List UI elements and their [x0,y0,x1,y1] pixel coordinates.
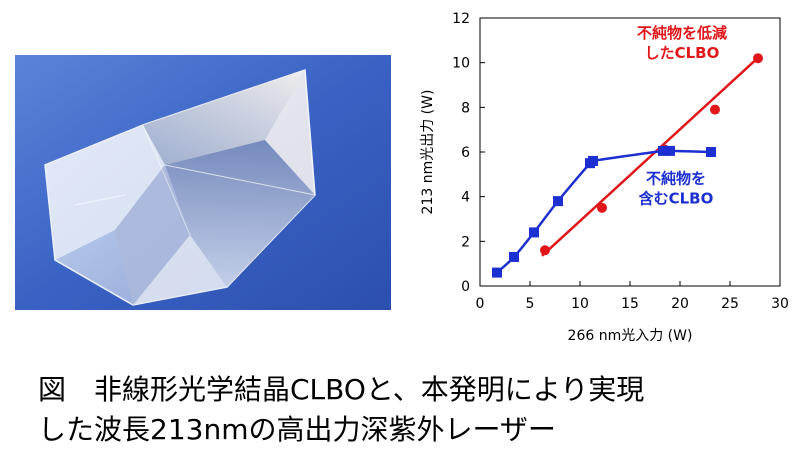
series-0-point [710,104,720,115]
y-tick-label: 8 [461,100,470,116]
series-0-point [540,245,550,256]
y-tick-label: 4 [461,190,470,206]
annotation-line: したCLBO [645,44,720,62]
y-tick-label: 6 [461,145,470,161]
series-1-point [706,147,716,157]
figure-caption: 図 非線形光学結晶CLBOと、本発明により実現 した波長213nmの高出力深紫外… [38,370,798,450]
annotation-line: 不純物を低減 [637,24,727,42]
clbo-crystal-photo [15,55,391,310]
y-tick-label: 12 [452,11,470,27]
series-0-point [753,53,763,64]
series-1-point [665,145,675,156]
x-tick-label: 5 [526,296,535,312]
x-tick-label: 15 [621,296,639,312]
series-1-point [492,267,502,278]
x-tick-label: 10 [571,296,589,312]
series-1-point [509,251,519,262]
y-tick-label: 10 [452,56,470,72]
y-axis-label: 213 nm光出力 (W) [420,90,436,215]
y-tick-label: 2 [461,234,470,250]
series-1-point [529,227,539,238]
caption-line-2: した波長213nmの高出力深紫外レーザー [38,413,556,446]
x-tick-label: 30 [771,296,789,312]
x-tick-label: 0 [476,296,485,312]
series-0-point [597,202,607,213]
x-tick-label: 20 [671,296,689,312]
y-tick-label: 0 [461,279,470,295]
annotation-1: 不純物を含むCLBO [639,169,714,207]
series-0-fit-line [541,55,761,257]
annotation-line: 不純物を [646,169,706,187]
x-tick-label: 25 [721,296,739,312]
series-1-point [553,196,563,207]
caption-line-1: 図 非線形光学結晶CLBOと、本発明により実現 [38,373,645,406]
series-1-point [588,155,598,166]
series-1-point [658,145,668,156]
annotation-0: 不純物を低減したCLBO [637,24,727,62]
output-power-chart: 0 5 10 15 20 25 30 0 2 4 6 8 10 12 266 nm光入力 (W) 213… [420,11,789,344]
x-axis-label: 266 nm光入力 (W) [568,328,693,344]
annotation-line: 含むCLBO [639,189,714,207]
